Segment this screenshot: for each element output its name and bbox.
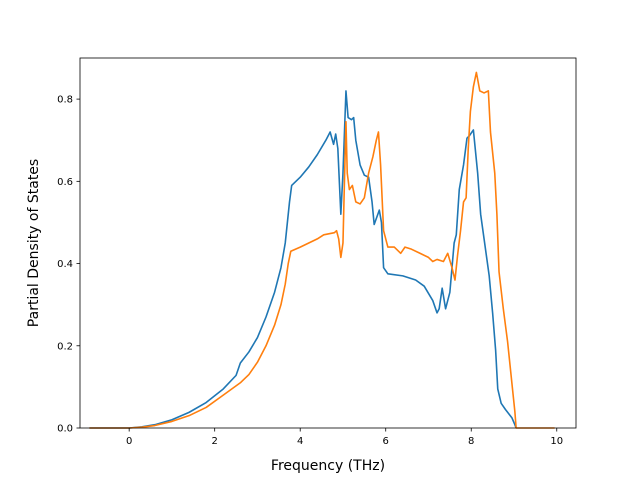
x-tick-label: 8 [468,436,474,447]
y-axis: 0.0 0.2 0.4 0.6 0.8 [57,95,80,435]
y-tick-label: 0.2 [57,341,73,352]
y-tick-label: 0.8 [57,95,73,106]
x-tick-label: 2 [212,436,218,447]
y-tick-label: 0.6 [57,177,73,188]
y-tick-label: 0.4 [57,259,73,270]
y-axis-title: Partial Density of States [26,159,42,327]
series-line-1 [89,90,517,429]
x-axis: 0 2 4 6 8 10 [126,428,563,447]
y-tick-label: 0.0 [57,424,73,435]
x-tick-label: 6 [383,436,389,447]
series-line-2 [89,71,555,429]
plot-frame [79,57,577,429]
x-tick-label: 10 [550,436,563,447]
x-axis-title: Frequency (THz) [271,458,385,474]
x-tick-label: 0 [126,436,132,447]
x-tick-label: 4 [297,436,303,447]
series-layer [89,71,555,429]
